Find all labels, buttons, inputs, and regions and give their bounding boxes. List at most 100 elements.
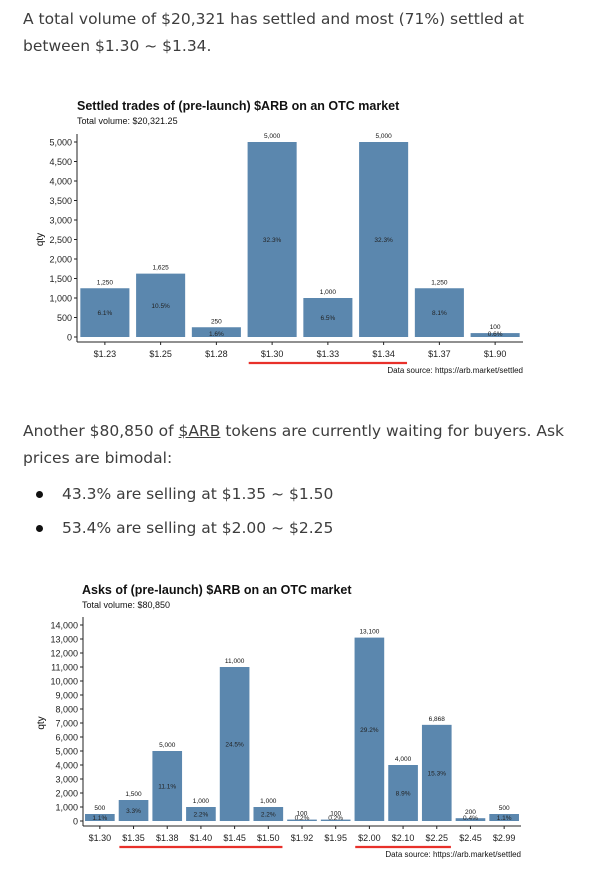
bar-percent-label: 2.2% <box>194 812 209 819</box>
chart-subtitle: Total volume: $80,850 <box>82 600 170 610</box>
bar-percent-label: 6.1% <box>97 310 112 317</box>
y-tick-label: 4,000 <box>49 177 72 187</box>
bar-percent-label: 29.2% <box>360 727 379 734</box>
y-tick-label: 1,000 <box>49 294 72 304</box>
data-source-label: Data source: https://arb.market/settled <box>385 850 521 859</box>
bar <box>85 814 115 821</box>
bar-percent-label: 0.2% <box>295 815 310 822</box>
y-axis-label: qty <box>36 716 47 729</box>
bar-percent-label: 24.5% <box>225 742 244 749</box>
bar <box>320 819 351 821</box>
bar-percent-label: 10.5% <box>151 303 170 310</box>
y-tick-label: 4,000 <box>55 761 78 771</box>
y-tick-label: 10,000 <box>50 677 78 687</box>
chart-subtitle: Total volume: $20,321.25 <box>77 116 178 126</box>
bar-value-label: 1,000 <box>320 289 337 296</box>
x-tick-label: $1.40 <box>190 833 213 843</box>
asks-chart: Asks of (pre-launch) $ARB on an OTC mark… <box>36 583 521 859</box>
y-tick-label: 7,000 <box>55 719 78 729</box>
x-tick-label: $1.50 <box>257 833 280 843</box>
x-tick-label: $2.25 <box>426 833 449 843</box>
bar-percent-label: 32.3% <box>374 237 393 244</box>
bar-percent-label: 0.4% <box>463 815 478 822</box>
x-tick-label: $1.90 <box>484 349 507 359</box>
bar-value-label: 11,000 <box>225 658 245 665</box>
ask-price-bullet-list: 43.3% are selling at $1.35 ~ $1.50 53.4%… <box>36 481 333 549</box>
y-tick-label: 11,000 <box>51 663 78 673</box>
bar <box>186 807 216 821</box>
bar <box>80 288 130 337</box>
bar-value-label: 1,000 <box>260 798 277 805</box>
bar <box>287 819 317 821</box>
x-tick-label: $1.37 <box>428 349 451 359</box>
y-tick-label: 1,000 <box>55 803 78 813</box>
y-tick-label: 14,000 <box>50 621 78 631</box>
bar-percent-label: 3.3% <box>126 808 141 815</box>
x-tick-label: $1.35 <box>122 833 145 843</box>
y-tick-label: 5,000 <box>55 747 78 757</box>
bar-percent-label: 0.2% <box>328 815 343 822</box>
x-tick-label: $2.10 <box>392 833 415 843</box>
x-tick-label: $1.92 <box>291 833 314 843</box>
y-tick-label: 0 <box>73 817 78 827</box>
y-tick-label: 2,500 <box>49 235 72 245</box>
bar <box>152 751 183 821</box>
bar-percent-label: 6.5% <box>320 315 335 322</box>
bar-percent-label: 2.2% <box>261 812 276 819</box>
bar-value-label: 100 <box>490 324 501 331</box>
bar-percent-label: 32.3% <box>263 237 282 244</box>
bar-value-label: 5,000 <box>264 133 281 140</box>
y-tick-label: 3,000 <box>49 216 72 226</box>
x-tick-label: $1.28 <box>205 349 228 359</box>
bar <box>303 298 353 337</box>
y-tick-label: 500 <box>57 313 72 323</box>
y-tick-label: 13,000 <box>50 635 78 645</box>
x-tick-label: $1.33 <box>317 349 340 359</box>
settled-trades-chart: Settled trades of (pre-launch) $ARB on a… <box>35 99 523 375</box>
bar <box>388 765 418 821</box>
y-tick-label: 3,500 <box>49 196 72 206</box>
x-tick-label: $1.25 <box>149 349 172 359</box>
bar <box>118 800 149 821</box>
bar-percent-label: 1.1% <box>92 815 107 822</box>
paragraph-asks-summary: Another $80,850 of $ARB tokens are curre… <box>23 418 583 472</box>
bullet-item: 43.3% are selling at $1.35 ~ $1.50 <box>36 481 333 515</box>
x-tick-label: $1.95 <box>324 833 347 843</box>
y-tick-label: 8,000 <box>55 705 78 715</box>
bar-value-label: 100 <box>297 811 308 818</box>
bar <box>191 327 241 337</box>
y-tick-label: 2,000 <box>55 789 78 799</box>
x-tick-label: $1.30 <box>261 349 284 359</box>
bar-value-label: 250 <box>211 318 222 325</box>
chart-title: Settled trades of (pre-launch) $ARB on a… <box>77 99 400 113</box>
x-tick-label: $2.00 <box>358 833 381 843</box>
y-tick-label: 4,500 <box>49 157 72 167</box>
bar <box>253 807 284 821</box>
bar-percent-label: 11.1% <box>158 784 176 791</box>
x-tick-label: $1.34 <box>372 349 395 359</box>
y-tick-label: 1,500 <box>49 274 72 284</box>
paragraph-asks-text-post: tokens are currently waiting for buyers.… <box>23 422 565 467</box>
x-tick-label: $1.30 <box>89 833 112 843</box>
arb-token-link[interactable]: $ARB <box>178 422 221 440</box>
bar-value-label: 5,000 <box>159 742 176 749</box>
bar-percent-label: 1.6% <box>209 331 224 338</box>
paragraph-settled-summary: A total volume of $20,321 has settled an… <box>23 10 525 55</box>
bar-value-label: 4,000 <box>395 756 412 763</box>
bar-value-label: 1,250 <box>97 279 114 286</box>
bar-value-label: 13,100 <box>359 629 379 636</box>
y-tick-label: 5,000 <box>49 138 72 148</box>
x-tick-label: $1.23 <box>94 349 117 359</box>
data-source-label: Data source: https://arb.market/settled <box>387 366 523 375</box>
y-tick-label: 12,000 <box>50 649 78 659</box>
bar-percent-label: 8.1% <box>432 310 447 317</box>
x-tick-label: $1.38 <box>156 833 179 843</box>
bar <box>359 142 409 337</box>
bar-percent-label: 1.1% <box>497 815 512 822</box>
x-tick-label: $2.45 <box>459 833 482 843</box>
bar <box>136 273 186 337</box>
bar <box>219 667 250 821</box>
bar <box>470 333 520 337</box>
bar-percent-label: 0.6% <box>488 331 503 338</box>
bar-value-label: 5,000 <box>375 133 392 140</box>
